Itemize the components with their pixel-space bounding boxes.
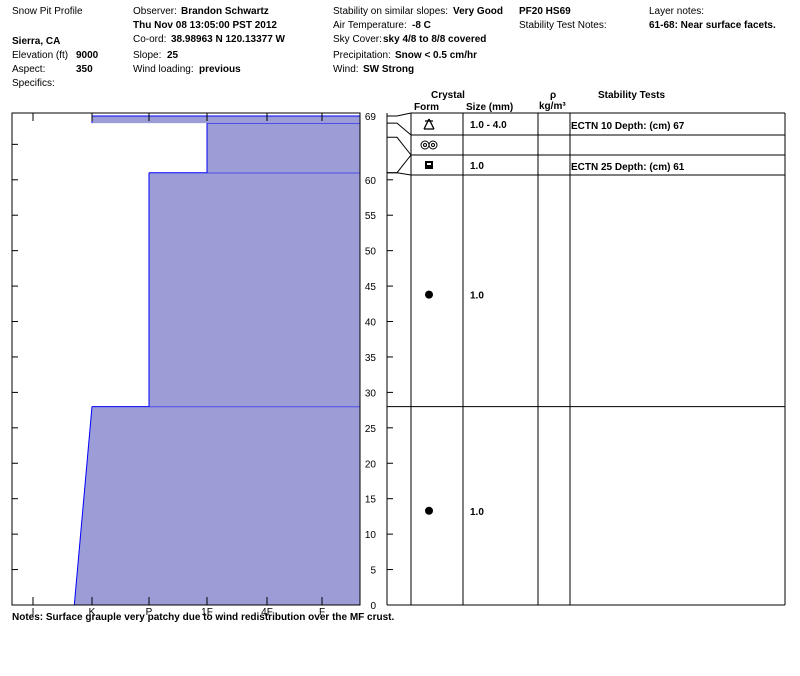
height-tick-label-15: 15	[365, 495, 377, 506]
aspect-value: 350	[76, 64, 93, 75]
stability-label: Stability on similar slopes:	[333, 6, 449, 17]
page-title: Snow Pit Profile	[12, 6, 83, 17]
precip-value: Snow < 0.5 cm/hr	[395, 50, 477, 61]
specifics-label: Specifics:	[12, 78, 55, 89]
height-tick-label-69: 69	[365, 112, 377, 123]
height-tick-label-50: 50	[365, 247, 377, 258]
hardness-tick-label-I: I	[32, 607, 35, 618]
height-tick-label-0: 0	[370, 601, 376, 612]
graupel-icon	[423, 118, 435, 130]
sky-label: Sky Cover:	[333, 34, 382, 45]
density-unit: kg/m³	[539, 101, 566, 112]
crust-dot-right	[431, 143, 435, 147]
layer-connector-69	[387, 112, 412, 117]
hardness-tick-label-F: F	[319, 607, 325, 618]
crust-dot-left	[423, 143, 427, 147]
notes: Notes: Surface grauple very patchy due t…	[12, 612, 395, 623]
wind-value: SW Strong	[363, 64, 415, 75]
hardness-tick-label-K: K	[89, 607, 96, 618]
slope-label: Slope:	[133, 50, 162, 61]
layer-connector-68	[387, 122, 412, 136]
height-tick-label-5: 5	[370, 566, 376, 577]
height-tick-label-20: 20	[365, 459, 377, 470]
location: Sierra, CA	[12, 36, 61, 47]
wind-loading-value: previous	[199, 64, 241, 75]
rounded-grain-icon	[425, 290, 433, 299]
grain-size-label: 1.0	[470, 507, 484, 518]
grain-size-label: 1.0 - 4.0	[470, 120, 507, 131]
hardness-layer-2	[207, 123, 360, 173]
faceted-inner	[427, 163, 431, 165]
pf-hs: PF20 HS69	[519, 6, 571, 17]
hardness-layer-3	[92, 116, 360, 124]
hardness-plot-frame	[11, 112, 361, 606]
hardness-axis: I K P 1F 4F F	[12, 113, 325, 618]
height-tick-label-25: 25	[365, 424, 377, 435]
wind-loading-label: Wind loading:	[133, 64, 194, 75]
stability-test-1: ECTN 25 Depth: (cm) 61	[571, 162, 685, 173]
air-temp-value: -8 C	[412, 20, 431, 31]
stability-tests-header: Stability Tests	[598, 90, 666, 101]
layer-table: 1.0 - 4.0 1.0 1.0 1.0 ECTN 10 Depth: (cm) 67…	[387, 112, 786, 606]
layer-connector-61	[387, 154, 412, 174]
coord-value: 38.98963 N 120.13377 W	[171, 34, 285, 45]
elevation-value: 9000	[76, 50, 99, 61]
air-temp-label: Air Temperature:	[333, 20, 407, 31]
stability-test-0: ECTN 10 Depth: (cm) 67	[571, 121, 685, 132]
crust-circle-right	[428, 140, 438, 150]
rounded-grain-icon	[425, 506, 433, 515]
faceted-crystal-icon	[425, 161, 433, 169]
observation-datetime: Thu Nov 08 13:05:00 PST 2012	[133, 20, 277, 31]
height-tick-label-60: 60	[365, 176, 377, 187]
crystal-header: Crystal	[431, 90, 465, 101]
height-tick-label-35: 35	[365, 353, 377, 364]
layer-connector-61b	[387, 172, 412, 176]
aspect-label: Aspect:	[12, 64, 46, 75]
precip-label: Precipitation:	[333, 50, 391, 61]
observer-label: Observer:	[133, 6, 177, 17]
hardness-tick-label-1F: 1F	[201, 607, 213, 618]
height-tick-label-45: 45	[365, 282, 377, 293]
form-header: Form	[414, 102, 439, 113]
hardness-layer-edge-0	[73, 406, 93, 606]
observer-value: Brandon Schwartz	[181, 6, 269, 17]
height-tick-label-40: 40	[365, 318, 377, 329]
hardness-tick-label-P: P	[146, 607, 153, 618]
hardness-layer-0	[74, 406, 361, 605]
melt-freeze-crust-icon	[420, 140, 438, 150]
stability-test-notes-label: Stability Test Notes:	[519, 20, 607, 31]
hardness-tick-label-4F: 4F	[261, 607, 273, 618]
stability-value: Very Good	[453, 6, 504, 17]
height-tick-label-10: 10	[365, 530, 377, 541]
grain-size-label: 1.0	[470, 161, 484, 172]
height-axis: 0 5 10 15 20 25 30 35 40 45 50 55 60 69	[365, 112, 393, 612]
hardness-profile	[73, 115, 361, 606]
height-tick-label-30: 30	[365, 388, 377, 399]
layer-notes-label: Layer notes:	[649, 6, 705, 17]
layer-connector-66	[387, 136, 412, 156]
layer-notes-value: 61-68: Near surface facets.	[649, 20, 776, 31]
sky-value: sky 4/8 to 8/8 covered	[383, 34, 487, 45]
grain-size-label: 1.0	[470, 291, 484, 302]
size-header: Size (mm)	[466, 102, 514, 113]
density-header: ρ	[550, 90, 557, 101]
wind-label: Wind:	[333, 64, 359, 75]
crust-circle-left	[420, 140, 430, 150]
hardness-layer-1	[149, 172, 360, 407]
height-tick-label-55: 55	[365, 211, 377, 222]
coord-label: Co-ord:	[133, 34, 167, 45]
elevation-label: Elevation (ft)	[12, 50, 69, 61]
slope-value: 25	[167, 50, 179, 61]
